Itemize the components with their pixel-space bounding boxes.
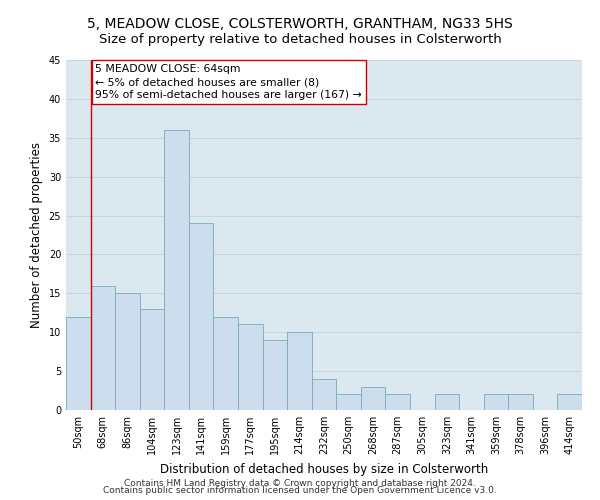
Bar [238, 324, 263, 410]
Bar [164, 130, 189, 410]
Bar [66, 316, 91, 410]
Bar [508, 394, 533, 410]
Text: Contains public sector information licensed under the Open Government Licence v3: Contains public sector information licen… [103, 486, 497, 495]
Bar [263, 340, 287, 410]
Bar [287, 332, 312, 410]
Bar [312, 379, 336, 410]
Text: 5 MEADOW CLOSE: 64sqm
← 5% of detached houses are smaller (8)
95% of semi-detach: 5 MEADOW CLOSE: 64sqm ← 5% of detached h… [95, 64, 362, 100]
Bar [214, 316, 238, 410]
Bar [189, 224, 214, 410]
Bar [361, 386, 385, 410]
Bar [557, 394, 582, 410]
Bar [91, 286, 115, 410]
Text: 5, MEADOW CLOSE, COLSTERWORTH, GRANTHAM, NG33 5HS: 5, MEADOW CLOSE, COLSTERWORTH, GRANTHAM,… [87, 18, 513, 32]
Bar [140, 309, 164, 410]
Text: Size of property relative to detached houses in Colsterworth: Size of property relative to detached ho… [98, 32, 502, 46]
Bar [336, 394, 361, 410]
Y-axis label: Number of detached properties: Number of detached properties [30, 142, 43, 328]
Text: Contains HM Land Registry data © Crown copyright and database right 2024.: Contains HM Land Registry data © Crown c… [124, 478, 476, 488]
Bar [115, 294, 140, 410]
Bar [484, 394, 508, 410]
X-axis label: Distribution of detached houses by size in Colsterworth: Distribution of detached houses by size … [160, 462, 488, 475]
Bar [434, 394, 459, 410]
Bar [385, 394, 410, 410]
